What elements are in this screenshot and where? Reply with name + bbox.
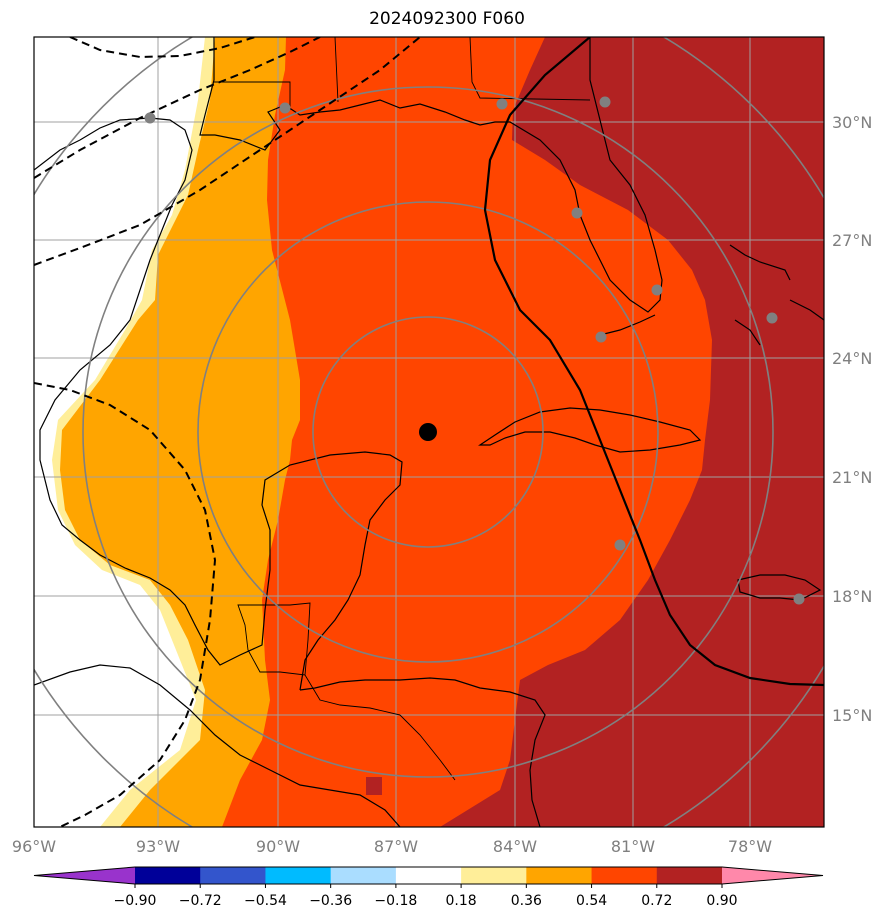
lon-tick-label: 90°W [256, 837, 300, 856]
fill-dark-red-patch [366, 777, 382, 795]
colorbar-segment [591, 867, 658, 884]
colorbar-segment [135, 867, 201, 884]
gulf-coast-north [199, 37, 663, 313]
colorbar-tick-label: −0.36 [309, 893, 352, 909]
mexico-coast [34, 117, 403, 691]
station-marker [766, 312, 778, 324]
colorbar-segment [395, 867, 462, 884]
lon-tick-labels: 96°W 93°W 90°W 87°W 84°W 81°W 78°W [12, 837, 772, 856]
colorbar-tick-label: 0.54 [576, 893, 607, 909]
colorbar-tick-label: 0.36 [511, 893, 542, 909]
colorbar-tick-label: −0.54 [244, 893, 287, 909]
range-ring-outer [82, 86, 774, 778]
solid-contour [483, 37, 824, 687]
lon-tick-label: 87°W [374, 837, 418, 856]
station-marker [793, 593, 805, 605]
dashed-contours [34, 37, 421, 827]
lat-tick-label: 30°N [832, 113, 872, 132]
gridlines [34, 37, 824, 827]
pacific-coast [34, 664, 401, 827]
lon-tick-label: 78°W [728, 837, 772, 856]
colorbar-tick-label: −0.72 [179, 893, 222, 909]
range-ring-inner [312, 316, 544, 548]
central-america-borders [304, 674, 456, 781]
lon-tick-label: 93°W [136, 837, 180, 856]
station-marker [571, 207, 583, 219]
station-marker [144, 112, 156, 124]
florida-keys [599, 314, 656, 336]
dashed-contour-diagonal-upper [34, 37, 321, 179]
station-marker [279, 102, 291, 114]
center-marker [419, 423, 437, 441]
cuba [478, 407, 702, 453]
colorbar-segment [330, 867, 397, 884]
map-title: 2024092300 F060 [369, 9, 525, 29]
fill-dark-red-region [440, 37, 824, 827]
colorbar-tick-label: 0.72 [641, 893, 672, 909]
colorbar-extension-low [34, 867, 135, 884]
lat-tick-label: 15°N [832, 706, 872, 725]
dashed-contour-top-left [69, 37, 256, 59]
lat-tick-labels: 30°N 27°N 24°N 21°N 18°N 15°N [832, 113, 872, 725]
lat-tick-label: 21°N [832, 468, 872, 487]
lat-tick-label: 18°N [832, 587, 872, 606]
central-america-coast [299, 677, 546, 827]
range-rings [34, 37, 824, 827]
station-marker [595, 331, 607, 343]
map-layers [34, 37, 824, 827]
colorbar-segment [526, 867, 593, 884]
lon-tick-label: 81°W [611, 837, 655, 856]
dashed-contour-left-arc [34, 382, 217, 827]
station-markers [144, 96, 805, 605]
colorbar-tick-label: 0.90 [706, 893, 737, 909]
dashed-contour-diagonal-lower [34, 37, 421, 266]
colorbar-tick-label: −0.18 [374, 893, 417, 909]
station-marker [614, 539, 626, 551]
colorbar-segment [656, 867, 723, 884]
hispaniola [737, 574, 822, 601]
colorbar-segment [461, 867, 527, 884]
colorbar-tick-label: −0.90 [114, 893, 157, 909]
lon-tick-label: 96°W [12, 837, 56, 856]
station-marker [496, 98, 508, 110]
coastlines [34, 37, 824, 827]
bahamas [729, 244, 824, 346]
lon-tick-label: 84°W [493, 837, 537, 856]
map-frame [33, 36, 825, 828]
lat-tick-label: 24°N [832, 349, 872, 368]
lat-tick-label: 27°N [832, 231, 872, 250]
colorbar-segment [200, 867, 266, 884]
colorbar-segment [265, 867, 332, 884]
colorbar-extension-high [722, 867, 823, 884]
colorbar: −0.90 −0.72 −0.54 −0.36 −0.18 0.18 0.36 0.54 0.7… [33, 866, 824, 909]
range-ring-middle [197, 201, 659, 663]
colorbar-tick-label: 0.18 [446, 893, 477, 909]
station-marker [651, 284, 663, 296]
station-marker [599, 96, 611, 108]
